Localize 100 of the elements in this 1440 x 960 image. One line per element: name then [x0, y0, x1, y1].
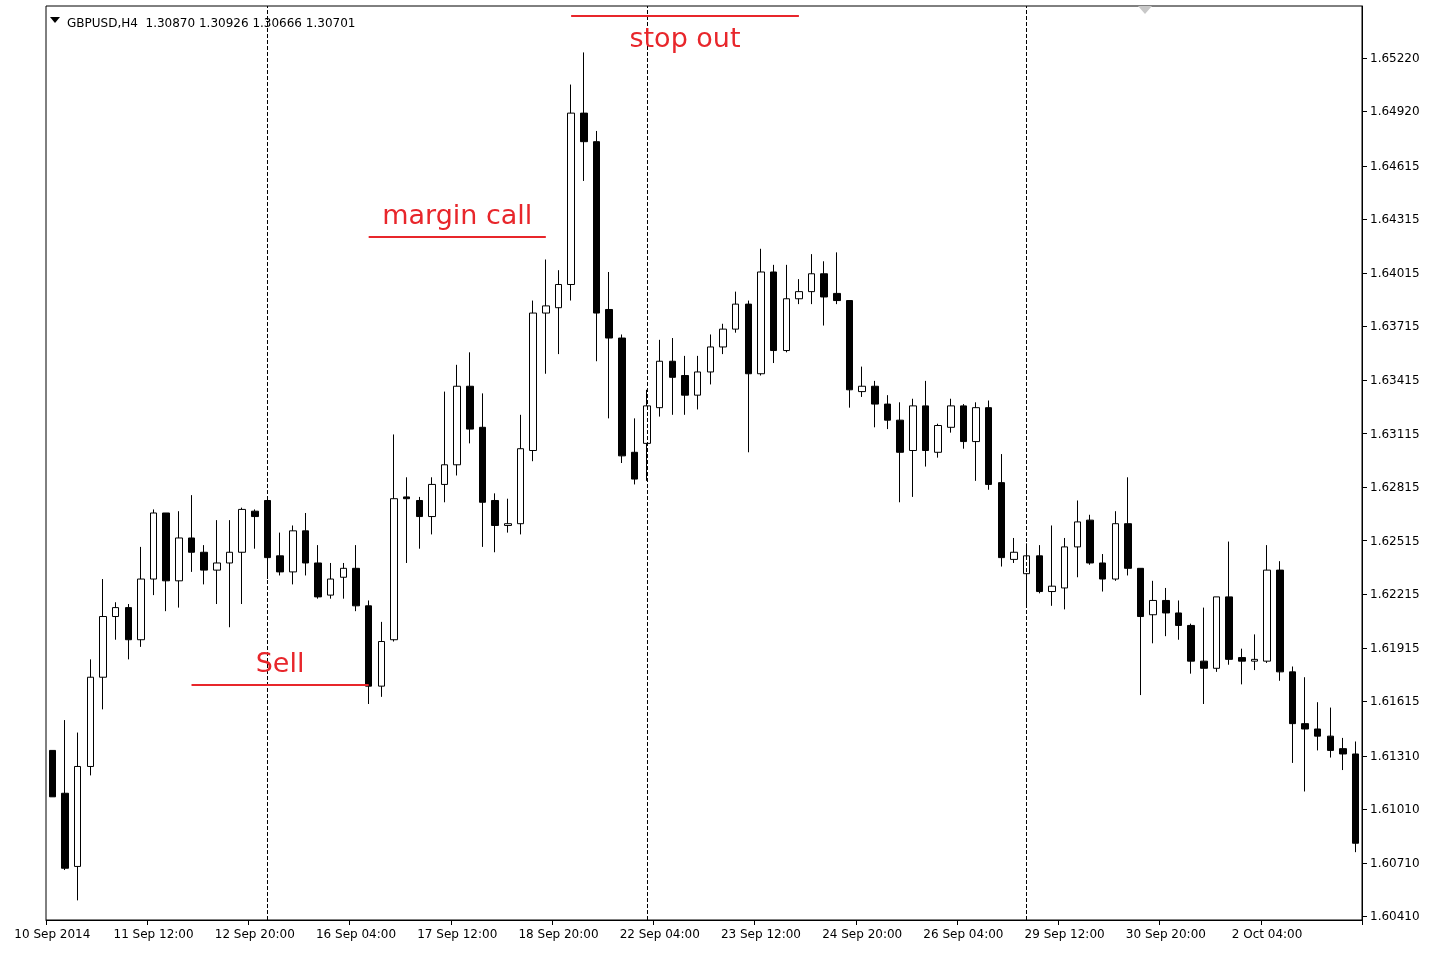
- candlestick: [1036, 544, 1043, 594]
- candlestick: [251, 508, 259, 550]
- x-tick-label: 16 Sep 04:00: [315, 927, 397, 941]
- candlestick: [998, 453, 1005, 568]
- candlestick: [390, 433, 398, 643]
- candlestick: [542, 258, 550, 375]
- y-tick-label: 1.64315: [1370, 212, 1420, 227]
- ref-line-label: Sell: [255, 647, 305, 679]
- candlestick: [922, 380, 929, 468]
- candlestick: [1187, 623, 1195, 675]
- candlestick: [352, 544, 360, 612]
- candlestick: [681, 355, 689, 416]
- y-tick-label: 1.60710: [1370, 855, 1420, 870]
- candlestick: [1074, 499, 1081, 578]
- candlestick: [820, 260, 828, 327]
- candlestick: [1327, 707, 1334, 759]
- candlestick: [934, 423, 942, 459]
- candlestick: [1200, 607, 1208, 705]
- candlestick: [1137, 567, 1144, 696]
- candlestick: [504, 498, 512, 534]
- candlestick: [314, 544, 322, 600]
- candlestick: [276, 532, 284, 576]
- candlestick: [1213, 596, 1220, 673]
- candlestick: [593, 130, 600, 362]
- candlestick: [441, 391, 448, 503]
- candlestick: [1149, 580, 1157, 644]
- candlestick: [947, 398, 955, 434]
- candlestick: [188, 494, 195, 573]
- candlestick: [1048, 524, 1056, 607]
- candlestick: [1010, 537, 1018, 564]
- y-tick-label: 1.61615: [1370, 694, 1420, 709]
- candlestick: [896, 401, 904, 503]
- candlestick: [453, 364, 461, 476]
- candlestick: [479, 392, 486, 548]
- candlestick: [567, 84, 575, 302]
- x-tick-label: 11 Sep 12:00: [113, 927, 194, 941]
- candlestick: [1112, 510, 1119, 582]
- y-tick-label: 1.64615: [1370, 158, 1420, 173]
- y-tick-label: 1.62215: [1370, 587, 1420, 602]
- y-tick-label: 1.60410: [1370, 909, 1420, 924]
- candlestick: [1162, 587, 1170, 637]
- candlestick: [909, 398, 917, 498]
- candlestick: [49, 749, 56, 798]
- candlestick: [985, 400, 992, 491]
- candlestick: [757, 248, 765, 377]
- candlestick: [884, 394, 891, 430]
- y-tick-label: 1.64015: [1370, 265, 1420, 280]
- candlestick: [1099, 553, 1106, 593]
- candlestick: [150, 508, 157, 596]
- y-tick-label: 1.61915: [1370, 640, 1420, 655]
- candlestick: [1276, 560, 1284, 682]
- candlestick: [732, 291, 739, 334]
- candlestick: [61, 719, 69, 871]
- candlestick: [972, 401, 980, 482]
- candlestick: [783, 264, 790, 353]
- x-tick-label: 10 Sep 2014: [14, 927, 91, 941]
- y-tick-label: 1.65220: [1370, 50, 1420, 65]
- candlestick: [137, 546, 145, 648]
- candlestick: [833, 251, 841, 305]
- candlestick: [238, 507, 246, 605]
- candlestick: [200, 544, 208, 585]
- candlestick: [707, 333, 714, 385]
- x-tick-label: 22 Sep 04:00: [619, 927, 700, 941]
- ref-line-label: stop out: [629, 21, 741, 53]
- candlestick: [745, 300, 752, 453]
- candlestick: [378, 621, 385, 698]
- y-tick-label: 1.64920: [1370, 104, 1420, 119]
- candlestick: [871, 380, 879, 428]
- candlestick: [1301, 676, 1309, 792]
- candlestick: [416, 496, 423, 550]
- candlestick: [125, 603, 132, 660]
- candlestick: [631, 417, 638, 485]
- candlestick: [529, 300, 537, 462]
- candlestick: [795, 278, 803, 305]
- y-tick-label: 1.63715: [1370, 319, 1420, 334]
- x-tick-label: 24 Sep 20:00: [822, 927, 903, 941]
- candlestick: [162, 512, 170, 612]
- candlestick: [1124, 476, 1132, 576]
- candlestick: [1289, 666, 1296, 764]
- candlestick: [213, 519, 221, 605]
- candlestick: [327, 562, 334, 600]
- x-tick-label: 17 Sep 12:00: [417, 927, 498, 941]
- x-tick-label: 12 Sep 20:00: [214, 927, 295, 941]
- y-tick-label: 1.63415: [1370, 372, 1420, 387]
- candlestick: [1238, 648, 1246, 685]
- candlestick: [99, 578, 107, 710]
- candlestick: [1061, 537, 1068, 610]
- y-tick-label: 1.61310: [1370, 748, 1420, 763]
- candlestick: [74, 732, 81, 901]
- candlestick: [302, 512, 309, 576]
- candlestick: [175, 510, 183, 609]
- candlestick: [1263, 544, 1271, 664]
- candlestick: [112, 601, 119, 641]
- candlestick: [403, 476, 410, 564]
- candlestick: [1086, 514, 1094, 566]
- candlestick: [340, 562, 347, 600]
- candlestick: [466, 351, 474, 444]
- candlestick: [1251, 633, 1258, 671]
- candlestick: [656, 339, 663, 418]
- candlestick: [808, 253, 815, 305]
